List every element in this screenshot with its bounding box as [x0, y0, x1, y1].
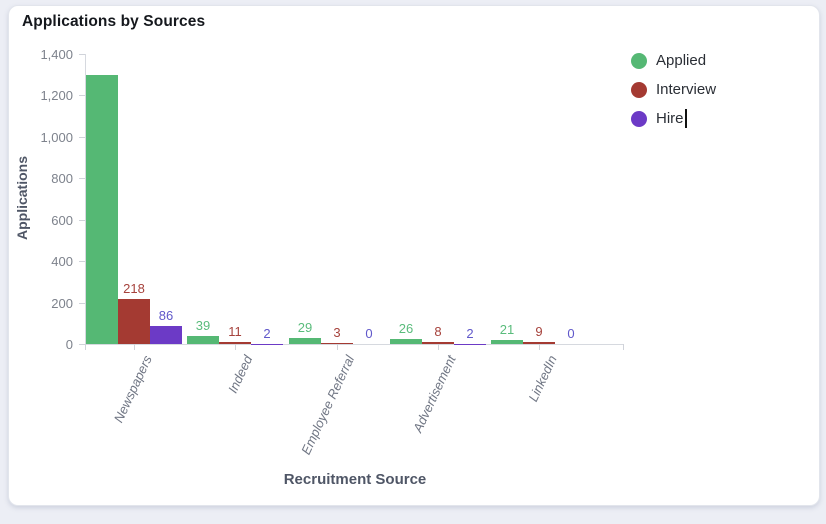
y-tick-label: 1,400 — [40, 47, 73, 62]
x-tick-mark — [623, 344, 624, 350]
bar-value-label: 9 — [535, 324, 543, 340]
bar-chart: Applications Recruitment Source 0 200 400 6… — [9, 6, 819, 505]
bar-value-label: 0 — [567, 326, 575, 341]
bar-value-label: 2 — [263, 325, 271, 341]
legend-item-hire[interactable]: Hire — [631, 104, 716, 133]
y-tick-label: 0 — [65, 337, 73, 352]
y-tick-label: 1,000 — [40, 129, 73, 145]
bar-value-label: 26 — [398, 320, 414, 336]
bar-applied-indeed[interactable] — [187, 335, 219, 344]
bar-interview-indeed[interactable] — [219, 341, 251, 344]
text-cursor — [684, 109, 687, 128]
y-tick-mark — [79, 54, 85, 55]
bar-value-label: 86 — [158, 308, 174, 324]
bar-value-label: 39 — [195, 317, 211, 333]
x-axis-line — [85, 344, 623, 345]
legend-item-interview[interactable]: Interview — [631, 75, 716, 104]
legend-label[interactable]: Hire — [656, 110, 684, 127]
y-tick-mark — [79, 302, 85, 304]
legend-label[interactable]: Interview — [656, 81, 717, 98]
bar-value-label: 218 — [123, 280, 145, 296]
legend-color-dot — [631, 52, 647, 69]
y-tick-mark — [79, 136, 85, 138]
x-tick-mark — [337, 344, 338, 350]
bar-interview-employee-referral[interactable] — [321, 343, 353, 344]
legend: Applied Interview Hire — [631, 46, 716, 133]
y-tick-label: 800 — [51, 171, 73, 187]
y-tick-mark — [79, 344, 85, 345]
bar-value-label: 2 — [466, 325, 474, 341]
bar-value-label: 21 — [499, 321, 515, 337]
bar-applied-newspapers[interactable] — [86, 74, 118, 344]
page-title: Applications by Sources — [22, 13, 206, 30]
x-axis-title: Recruitment Source — [283, 471, 427, 488]
y-tick-mark — [79, 261, 85, 263]
bar-value-label: 29 — [297, 319, 313, 335]
y-tick-mark — [79, 178, 85, 180]
bar-hire-newspapers[interactable] — [150, 326, 182, 344]
y-tick-label: 1,200 — [40, 88, 73, 104]
bar-applied-advertisement[interactable] — [390, 338, 422, 344]
y-tick-mark — [79, 95, 85, 97]
x-tick-mark — [134, 344, 135, 350]
x-tick-mark — [438, 344, 439, 350]
bar-interview-advertisement[interactable] — [422, 342, 454, 344]
bar-value-label: 11 — [228, 323, 242, 339]
chart-card: Applications by Sources Applications Rec… — [8, 5, 820, 506]
y-tick-mark — [79, 219, 85, 221]
bar-applied-linkedin[interactable] — [491, 339, 523, 344]
bar-interview-linkedin[interactable] — [523, 342, 555, 344]
y-tick-label: 400 — [51, 254, 73, 270]
x-tick-mark — [85, 344, 86, 350]
x-tick-mark — [539, 344, 540, 350]
y-tick-label: 600 — [51, 212, 73, 228]
legend-color-dot — [631, 81, 647, 98]
bar-value-label: 0 — [365, 326, 373, 341]
y-tick-label: 200 — [51, 295, 73, 311]
x-tick-mark — [235, 344, 236, 350]
bar-interview-newspapers[interactable] — [118, 298, 150, 344]
bar-value-label: 3 — [333, 325, 341, 341]
legend-label[interactable]: Applied — [656, 52, 707, 69]
legend-color-dot — [631, 110, 647, 127]
legend-item-applied[interactable]: Applied — [631, 46, 716, 75]
bar-value-label: 8 — [434, 324, 442, 340]
bar-applied-employee-referral[interactable] — [289, 337, 321, 344]
y-axis-line — [85, 54, 86, 350]
